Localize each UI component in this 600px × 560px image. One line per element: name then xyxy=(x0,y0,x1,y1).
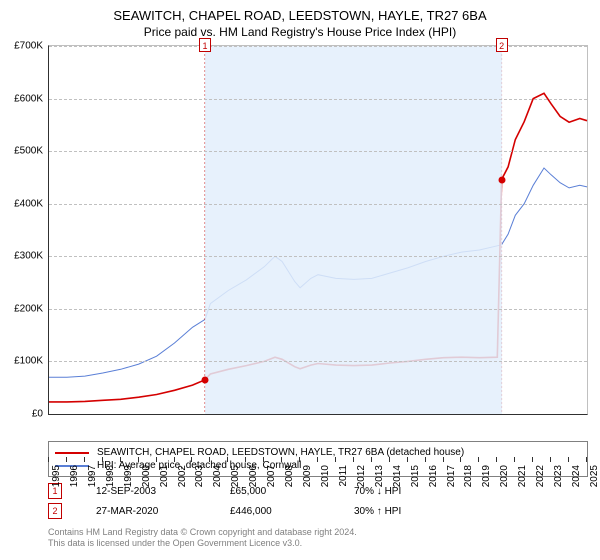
x-tick-label: 2008 xyxy=(284,465,295,487)
x-tick-label: 2018 xyxy=(463,465,474,487)
x-tick-label: 2019 xyxy=(481,465,492,487)
x-tick-label: 2022 xyxy=(535,465,546,487)
x-tick-label: 2012 xyxy=(356,465,367,487)
x-tick xyxy=(335,457,336,462)
x-tick xyxy=(209,457,210,462)
gridline xyxy=(49,151,587,152)
x-tick xyxy=(299,457,300,462)
x-tick xyxy=(371,457,372,462)
x-tick xyxy=(353,457,354,462)
x-tick xyxy=(514,457,515,462)
x-tick xyxy=(478,457,479,462)
x-tick xyxy=(496,457,497,462)
x-tick-label: 2007 xyxy=(266,465,277,487)
x-tick-label: 2016 xyxy=(428,465,439,487)
x-tick-label: 2021 xyxy=(517,465,528,487)
x-tick-label: 2001 xyxy=(159,465,170,487)
legend-item: SEAWITCH, CHAPEL ROAD, LEEDSTOWN, HAYLE,… xyxy=(55,446,581,459)
event-delta: 30% ↑ HPI xyxy=(354,506,401,517)
x-tick xyxy=(227,457,228,462)
x-tick xyxy=(66,457,67,462)
x-tick-label: 2024 xyxy=(571,465,582,487)
x-tick xyxy=(425,457,426,462)
y-tick-label: £0 xyxy=(32,409,43,420)
x-axis-labels: 1995 1996 1997 1998 1999 2000 2001 2002 2003 2004… xyxy=(48,463,588,493)
chart-container: SEAWITCH, CHAPEL ROAD, LEEDSTOWN, HAYLE,… xyxy=(0,0,600,560)
x-tick-label: 2005 xyxy=(230,465,241,487)
x-tick xyxy=(443,457,444,462)
marker-badge: 2 xyxy=(496,38,508,52)
x-tick xyxy=(317,457,318,462)
x-tick-label: 1999 xyxy=(123,465,134,487)
x-tick xyxy=(407,457,408,462)
x-tick-label: 1995 xyxy=(51,465,62,487)
x-tick-label: 2004 xyxy=(212,465,223,487)
x-tick-label: 2006 xyxy=(248,465,259,487)
sale-point xyxy=(202,376,209,383)
attribution-footer: Contains HM Land Registry data © Crown c… xyxy=(48,527,588,550)
x-tick-label: 2013 xyxy=(374,465,385,487)
x-tick-label: 2000 xyxy=(141,465,152,487)
y-tick-label: £300K xyxy=(14,251,43,262)
chart-subtitle: Price paid vs. HM Land Registry's House … xyxy=(12,25,588,39)
y-tick-label: £500K xyxy=(14,146,43,157)
sale-period-band xyxy=(205,46,502,414)
event-price: £446,000 xyxy=(230,506,320,517)
x-tick xyxy=(550,457,551,462)
footer-line: Contains HM Land Registry data © Crown c… xyxy=(48,527,588,538)
x-tick-label: 2003 xyxy=(194,465,205,487)
y-tick-label: £400K xyxy=(14,198,43,209)
x-tick xyxy=(263,457,264,462)
x-tick xyxy=(120,457,121,462)
x-tick xyxy=(460,457,461,462)
gridline xyxy=(49,361,587,362)
x-tick xyxy=(281,457,282,462)
x-tick-label: 2002 xyxy=(177,465,188,487)
gridline xyxy=(49,204,587,205)
chart-title: SEAWITCH, CHAPEL ROAD, LEEDSTOWN, HAYLE,… xyxy=(12,8,588,23)
x-tick-label: 2020 xyxy=(499,465,510,487)
y-axis-labels: £0£100K£200K£300K£400K£500K£600K£700K xyxy=(7,46,47,414)
x-tick xyxy=(156,457,157,462)
sale-point xyxy=(498,176,505,183)
x-tick-label: 2014 xyxy=(392,465,403,487)
x-tick-label: 1998 xyxy=(105,465,116,487)
x-tick xyxy=(84,457,85,462)
gridline xyxy=(49,99,587,100)
chart-titles: SEAWITCH, CHAPEL ROAD, LEEDSTOWN, HAYLE,… xyxy=(12,8,588,39)
y-tick-label: £100K xyxy=(14,356,43,367)
marker-badge: 1 xyxy=(199,38,211,52)
x-tick xyxy=(174,457,175,462)
footer-line: This data is licensed under the Open Gov… xyxy=(48,538,588,549)
x-tick-label: 2009 xyxy=(302,465,313,487)
event-row: 2 27-MAR-2020 £446,000 30% ↑ HPI xyxy=(48,503,588,519)
x-tick xyxy=(568,457,569,462)
x-tick xyxy=(586,457,587,462)
x-tick-label: 2023 xyxy=(553,465,564,487)
y-tick-label: £200K xyxy=(14,303,43,314)
x-tick xyxy=(102,457,103,462)
x-tick xyxy=(48,457,49,462)
y-tick-label: £700K xyxy=(14,41,43,52)
x-tick-label: 2015 xyxy=(410,465,421,487)
x-tick xyxy=(389,457,390,462)
x-tick-label: 2010 xyxy=(320,465,331,487)
y-tick-label: £600K xyxy=(14,93,43,104)
x-tick-label: 1997 xyxy=(87,465,98,487)
event-badge: 2 xyxy=(48,503,62,519)
x-tick-label: 2017 xyxy=(446,465,457,487)
x-tick xyxy=(532,457,533,462)
legend-swatch xyxy=(55,452,89,454)
x-tick-label: 2011 xyxy=(338,465,349,487)
x-tick xyxy=(138,457,139,462)
x-tick xyxy=(245,457,246,462)
x-tick xyxy=(191,457,192,462)
event-date: 27-MAR-2020 xyxy=(96,506,196,517)
x-tick-label: 2025 xyxy=(589,465,600,487)
plot-area: £0£100K£200K£300K£400K£500K£600K£700K 12 xyxy=(48,45,588,415)
gridline xyxy=(49,309,587,310)
x-tick-label: 1996 xyxy=(69,465,80,487)
gridline xyxy=(49,256,587,257)
